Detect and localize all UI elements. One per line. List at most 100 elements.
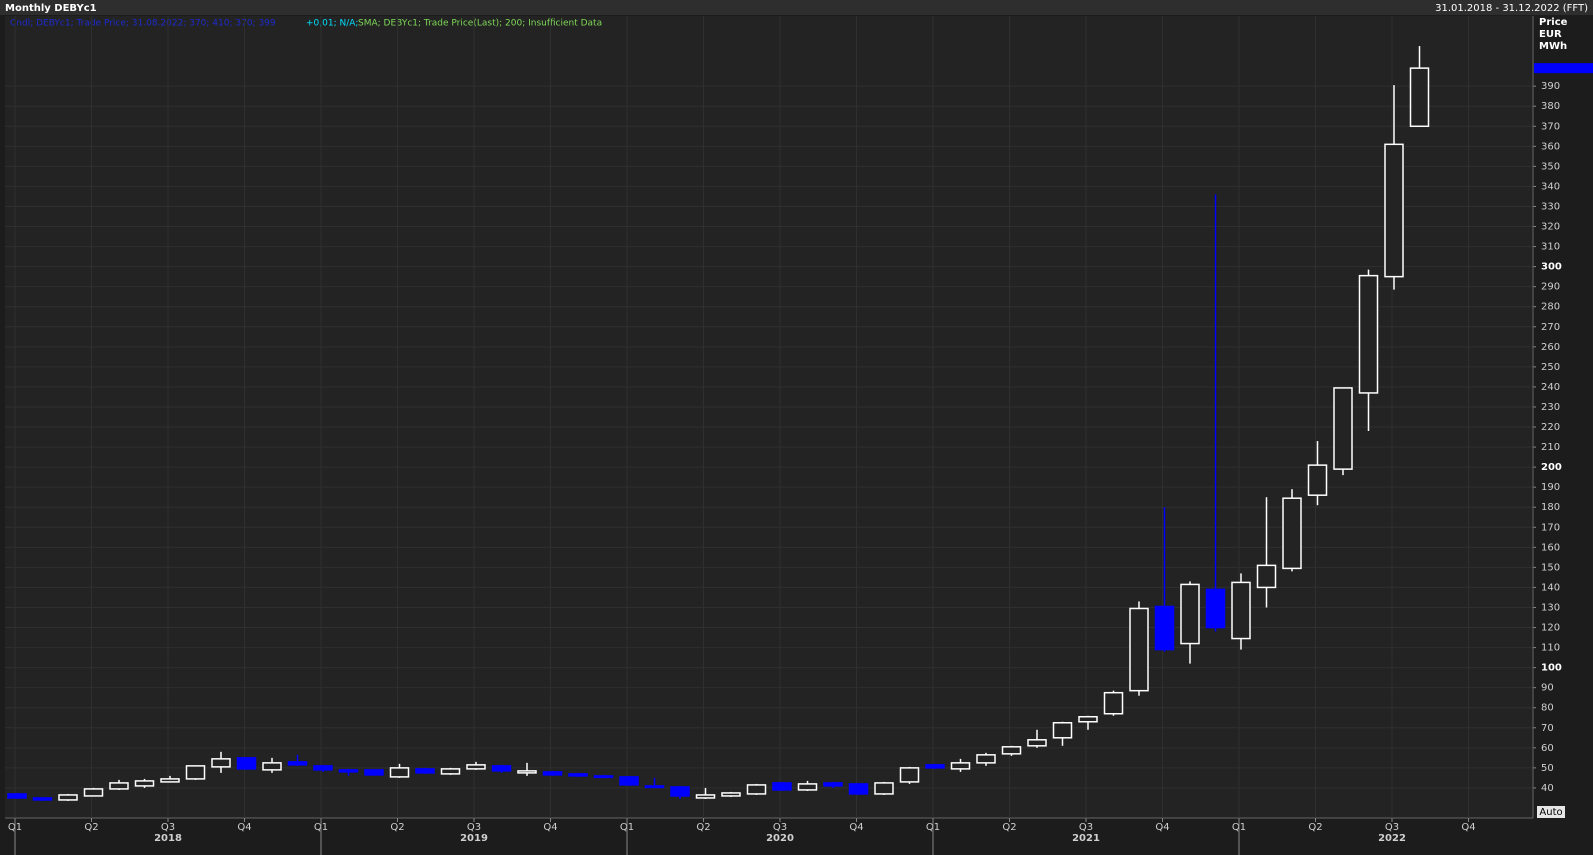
- x-tick-label: Q3: [773, 822, 787, 833]
- candle-body: [7, 793, 27, 799]
- candle-body: [58, 794, 78, 801]
- y-tick-label: 350: [1541, 161, 1560, 172]
- candle-body: [797, 783, 818, 791]
- candle-body: [313, 765, 333, 771]
- candle-body: [1231, 581, 1251, 640]
- y-tick-label: 90: [1541, 683, 1554, 694]
- y-tick-label: 150: [1541, 562, 1560, 573]
- candle-body: [211, 758, 231, 768]
- y-tick-label: 230: [1541, 402, 1560, 413]
- candle-body: [1205, 588, 1226, 629]
- y-tick-label: 190: [1541, 482, 1560, 493]
- year-label: 2020: [766, 833, 794, 844]
- candle-body: [542, 771, 563, 776]
- candle-body: [721, 792, 741, 797]
- candle-body: [1384, 143, 1404, 278]
- candle-body: [415, 768, 435, 774]
- candle-body: [695, 794, 716, 799]
- y-tick-label: 40: [1541, 783, 1554, 794]
- year-label: 2019: [460, 833, 488, 844]
- candle-body: [1027, 739, 1047, 747]
- candle-body: [1052, 722, 1073, 739]
- x-tick-label: Q4: [1155, 822, 1169, 833]
- candle-body: [236, 757, 257, 770]
- candle-body: [874, 782, 894, 795]
- y-tick-label: 310: [1541, 242, 1560, 253]
- legend-change: +0,01; N/A;: [306, 19, 358, 29]
- candle-body: [185, 765, 206, 780]
- y-axis-label: Price: [1539, 17, 1568, 28]
- candle-body: [925, 764, 945, 769]
- candle-body: [746, 784, 767, 795]
- candle-body: [109, 782, 129, 790]
- x-tick-label: Q2: [84, 822, 98, 833]
- candle-body: [1282, 497, 1302, 570]
- x-tick-label: Q2: [1308, 822, 1322, 833]
- year-label: 2021: [1072, 833, 1100, 844]
- candle-body: [772, 782, 792, 791]
- x-tick-label: Q2: [696, 822, 710, 833]
- candle-body: [670, 786, 690, 797]
- y-tick-label: 290: [1541, 282, 1560, 293]
- candle-body: [389, 767, 410, 778]
- candle-body: [1256, 564, 1277, 589]
- y-tick-label: 270: [1541, 322, 1560, 333]
- candle-body: [134, 780, 155, 787]
- candle-body: [1078, 715, 1098, 723]
- y-tick-label: 110: [1541, 643, 1560, 654]
- x-tick-label: Q2: [390, 822, 404, 833]
- candle-body: [32, 797, 53, 801]
- y-tick-label: 50: [1541, 763, 1554, 774]
- x-tick-label: Q4: [543, 822, 557, 833]
- candle-body: [262, 762, 282, 771]
- x-tick-label: Q3: [1385, 822, 1399, 833]
- y-tick-label: 340: [1541, 181, 1560, 192]
- candle-body: [287, 761, 308, 766]
- year-label: 2018: [154, 833, 182, 844]
- x-tick-label: Q4: [237, 822, 251, 833]
- candle-body: [1180, 583, 1200, 645]
- candle-body: [950, 762, 971, 770]
- y-tick-label: 240: [1541, 382, 1560, 393]
- x-tick-label: Q4: [849, 822, 863, 833]
- candle-body: [899, 767, 920, 783]
- y-tick-label: 390: [1541, 81, 1560, 92]
- legend-sma: SMA; DEBYc1; Trade Price(Last); 200; Ins…: [358, 19, 602, 29]
- x-tick-label: Q4: [1461, 822, 1475, 833]
- y-tick-label: 70: [1541, 723, 1554, 734]
- candle-body: [1001, 746, 1022, 755]
- x-tick-label: Q3: [161, 822, 175, 833]
- candle-body: [440, 768, 461, 775]
- y-tick-label: 280: [1541, 302, 1560, 313]
- auto-button-label[interactable]: Auto: [1539, 807, 1562, 818]
- candle-body: [1358, 274, 1379, 394]
- y-tick-label: 60: [1541, 743, 1554, 754]
- x-tick-label: Q2: [1002, 822, 1016, 833]
- y-tick-label: 370: [1541, 121, 1560, 132]
- y-tick-label: 320: [1541, 222, 1560, 233]
- y-tick-label: 220: [1541, 422, 1560, 433]
- auto-button[interactable]: [1537, 806, 1565, 818]
- y-tick-label: 170: [1541, 522, 1560, 533]
- candle-body: [593, 775, 614, 779]
- candle-body: [338, 769, 359, 773]
- candle-body: [1409, 67, 1430, 128]
- y-tick-label: 250: [1541, 362, 1560, 373]
- y-tick-label: 80: [1541, 703, 1554, 714]
- y-tick-label: 160: [1541, 542, 1560, 553]
- candle-body: [976, 754, 996, 764]
- candle-body: [1129, 607, 1149, 692]
- y-tick-label: 330: [1541, 201, 1560, 212]
- legend-candle: Cndl; DEBYc1; Trade Price; 31.08.2022; 3…: [10, 19, 276, 29]
- y-tick-label: 180: [1541, 502, 1560, 513]
- y-tick-label: 260: [1541, 342, 1560, 353]
- y-tick-label: 360: [1541, 141, 1560, 152]
- x-tick-label: Q3: [467, 822, 481, 833]
- y-tick-label: 120: [1541, 623, 1560, 634]
- y-axis-label: EUR: [1539, 29, 1562, 40]
- candle-body: [823, 782, 843, 787]
- candle-body: [466, 764, 486, 770]
- plot-area: [5, 16, 1533, 818]
- y-tick-label: 100: [1541, 663, 1562, 674]
